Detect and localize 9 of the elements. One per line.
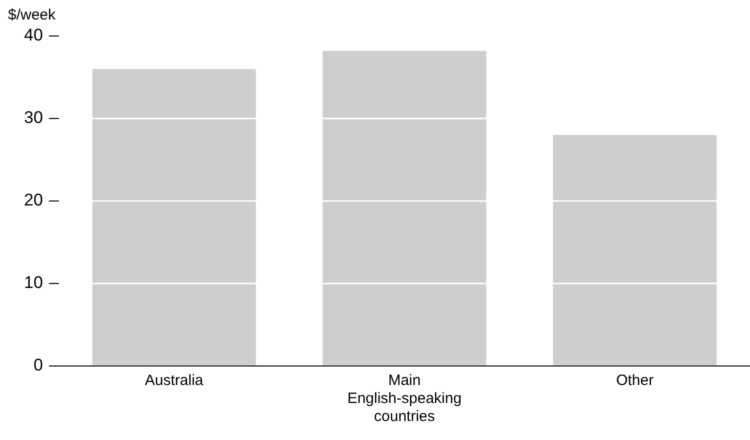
x-tick-label: Other [616,372,654,390]
y-tick-label: 10 [24,273,43,292]
y-axis-title: $/week [8,6,56,24]
y-tick-label: 30 [24,108,43,128]
y-tick-label: 40 [24,26,43,45]
y-tick-label: 20 [24,190,43,210]
x-tick-label: Main English-speaking countries [347,372,462,426]
y-tick-label: 0 [33,356,43,375]
x-tick-label: Australia [144,372,204,390]
